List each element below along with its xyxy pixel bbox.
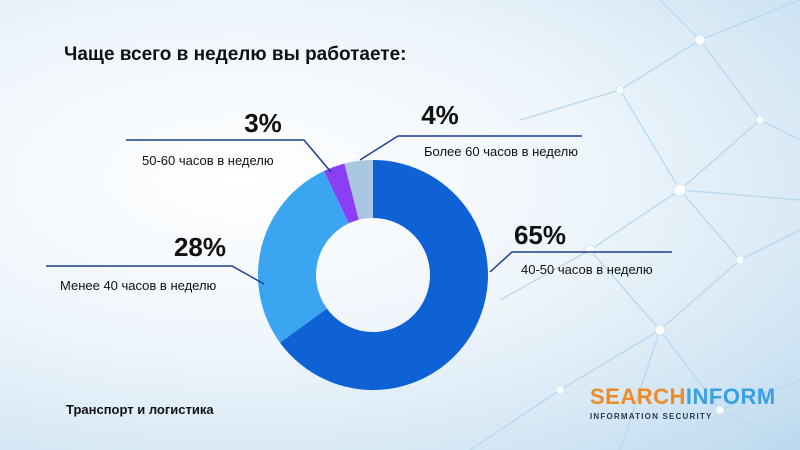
slice-value-label: 28% (174, 232, 226, 262)
callout-line (46, 265, 265, 285)
callout-line (489, 251, 672, 273)
slice-category-label: 50-60 часов в неделю (142, 153, 274, 168)
donut-slice (279, 160, 488, 390)
donut-slice (324, 163, 359, 224)
chart-title: Чаще всего в неделю вы работаете: (64, 44, 407, 65)
slice-category-label: Менее 40 часов в неделю (60, 278, 217, 293)
donut-slice (258, 170, 349, 343)
donut-slice (344, 160, 373, 220)
slice-value-label: 65% (514, 220, 566, 250)
slice-category-label: 40-50 часов в неделю (521, 262, 653, 277)
logo-word-1: SEARCH (590, 384, 686, 409)
logo-word-2: INFORM (685, 384, 776, 409)
slice-category-label: Более 60 часов в неделю (424, 144, 578, 159)
callout-line (126, 139, 332, 173)
slice-value-label: 3% (244, 108, 282, 138)
searchinform-logo: SEARCHINFORM INFORMATION SECURITY (590, 384, 776, 422)
industry-label: Транспорт и логистика (66, 402, 214, 417)
slice-value-label: 4% (421, 100, 459, 130)
callout-line (359, 135, 582, 161)
logo-tagline: INFORMATION SECURITY (590, 412, 713, 421)
